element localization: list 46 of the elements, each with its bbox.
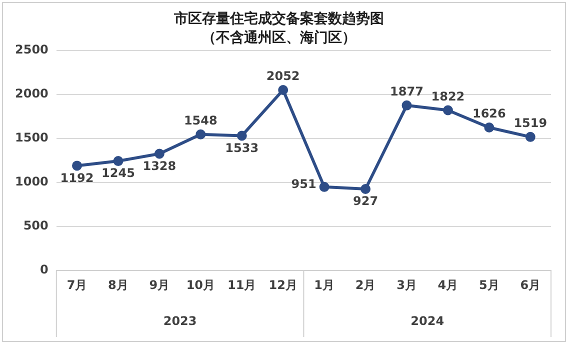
point xyxy=(319,182,330,192)
text: 2024 xyxy=(410,314,444,328)
y-tick-label: 2500 xyxy=(14,42,48,57)
y-tick-label: 2000 xyxy=(14,86,48,101)
x-tick-label: 5月 xyxy=(478,278,500,292)
x-tick-label: 2月 xyxy=(355,278,376,292)
point xyxy=(154,148,164,159)
data-label: 1328 xyxy=(142,158,176,173)
x-tick-label: 7月 xyxy=(66,278,88,292)
point xyxy=(484,122,494,133)
y-tick-label: 500 xyxy=(23,218,48,233)
data-label: 1548 xyxy=(184,114,218,128)
point xyxy=(360,184,371,194)
chart-title: 市区存量住宅成交备案套数趋势图 xyxy=(173,10,384,28)
chart-subtitle: （不含通州区、海门区） xyxy=(202,28,356,46)
point xyxy=(236,130,247,141)
point xyxy=(525,132,536,142)
x-tick-label: 10月 xyxy=(186,278,216,292)
data-label: 1192 xyxy=(60,170,94,185)
data-label: 1533 xyxy=(225,140,259,155)
point xyxy=(402,100,412,110)
y-tick-label: 1500 xyxy=(14,130,48,145)
point xyxy=(442,105,453,116)
x-tick-label: 9月 xyxy=(149,278,170,292)
data-label: 1245 xyxy=(102,166,135,180)
x-tick-label: 1月 xyxy=(314,278,334,292)
y-tick-label: 0 xyxy=(40,262,48,277)
data-label: 2052 xyxy=(266,69,300,84)
x-tick-label: 8月 xyxy=(108,278,128,292)
text: 2023 xyxy=(163,314,197,328)
point xyxy=(278,85,288,96)
point xyxy=(196,129,206,140)
y-tick-label: 1000 xyxy=(14,174,48,189)
point xyxy=(113,156,124,166)
data-label: 1626 xyxy=(472,106,506,121)
x-tick-label: 6月 xyxy=(520,278,541,292)
data-label: 951 xyxy=(291,177,316,192)
x-tick-label: 3月 xyxy=(396,278,417,292)
point xyxy=(72,160,82,171)
x-tick-label: 12月 xyxy=(268,278,298,292)
x-tick-label: 11月 xyxy=(228,278,256,292)
data-label: 927 xyxy=(352,194,378,208)
x-tick-label: 4月 xyxy=(438,278,458,292)
data-label: 1877 xyxy=(390,84,424,99)
data-label: 1519 xyxy=(514,116,548,130)
data-label: 1822 xyxy=(431,89,465,104)
